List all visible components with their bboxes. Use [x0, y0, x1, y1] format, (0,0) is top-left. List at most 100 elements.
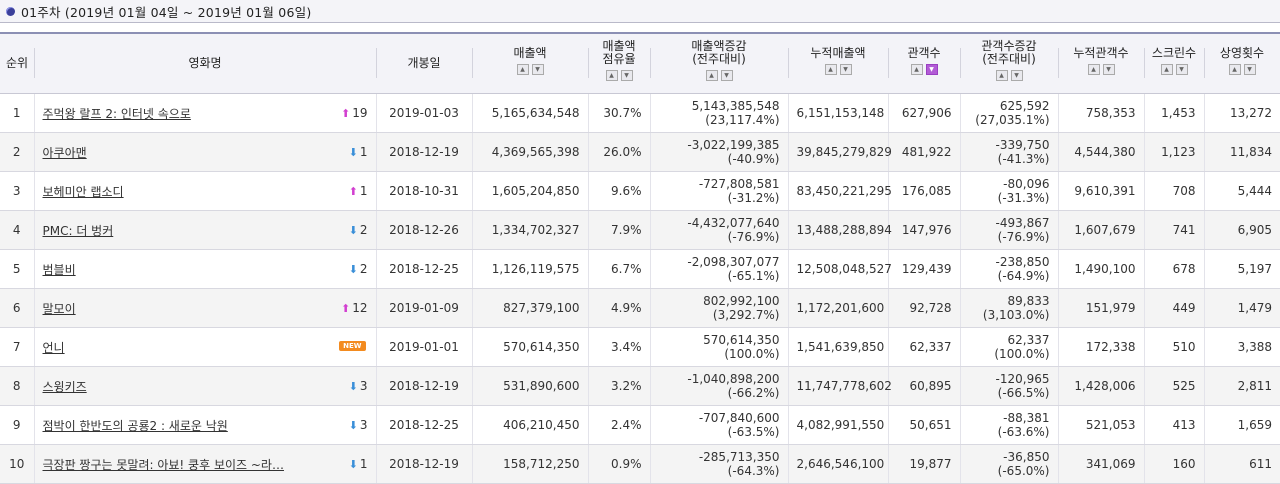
- shows-cell: 1,479: [1203, 288, 1280, 328]
- movie-cell: 아쿠아맨 ⬇ 1: [33, 132, 376, 172]
- movie-cell: PMC: 더 벙커 ⬇ 2: [33, 210, 376, 250]
- auddiff-cell: -493,867 (-76.9%): [959, 210, 1058, 250]
- cumaud-cell: 341,069: [1057, 444, 1144, 484]
- auddiff-value: -493,867: [995, 216, 1050, 230]
- sort-desc-icon[interactable]: ▼: [1010, 70, 1023, 81]
- cumaud-cell: 1,428,006: [1057, 366, 1144, 406]
- salesdiff-value: -707,840,600: [698, 411, 780, 425]
- audience-cell: 92,728: [887, 288, 960, 328]
- rank-cell: 7: [0, 327, 34, 367]
- rank-change: ⬇ 1: [349, 457, 368, 471]
- sort-desc-icon[interactable]: ▼: [1102, 64, 1115, 75]
- salesdiff-pct: (-63.5%): [727, 425, 780, 439]
- movie-link[interactable]: 언니: [42, 340, 65, 355]
- shows-cell: 5,197: [1203, 249, 1280, 289]
- sort-desc-icon[interactable]: ▼: [720, 70, 733, 81]
- header-cumaud: 누적관객수 ▲ ▼: [1058, 34, 1144, 94]
- movie-link[interactable]: 극장판 짱구는 못말려: 아뵤! 쿵후 보이즈 ~라…: [42, 457, 284, 472]
- movie-link[interactable]: PMC: 더 벙커: [42, 223, 114, 238]
- rank-change-value: 12: [352, 301, 368, 315]
- auddiff-pct: (-64.9%): [997, 269, 1050, 283]
- movie-link[interactable]: 아쿠아맨: [42, 145, 87, 160]
- sort-asc-icon[interactable]: ▲: [824, 64, 837, 75]
- screens-cell: 1,453: [1143, 93, 1204, 133]
- movie-link[interactable]: 말모이: [42, 301, 76, 316]
- rank-change-value: 1: [359, 184, 368, 198]
- auddiff-value: -80,096: [1003, 177, 1050, 191]
- sort-desc-icon[interactable]: ▼: [620, 70, 633, 81]
- auddiff-cell: -238,850 (-64.9%): [959, 249, 1058, 289]
- auddiff-value: -120,965: [995, 372, 1050, 386]
- sort-asc-icon[interactable]: ▲: [1160, 64, 1173, 75]
- sort-desc-icon[interactable]: ▼: [1243, 64, 1256, 75]
- week-title: 01주차 (2019년 01월 04일 ~ 2019년 01월 06일): [21, 4, 312, 20]
- release-cell: 2019-01-09: [375, 288, 472, 328]
- sort-desc-icon[interactable]: ▼: [1175, 64, 1188, 75]
- salesdiff-cell: 5,143,385,548 (23,117.4%): [649, 93, 788, 133]
- sort-asc-icon[interactable]: ▲: [910, 64, 923, 75]
- movie-cell: 범블비 ⬇ 2: [33, 249, 376, 289]
- shows-cell: 3,388: [1203, 327, 1280, 367]
- table-row: 5 범블비 ⬇ 2 2018-12-25 1,126,119,575 6.7% -2,098,…: [0, 249, 1280, 289]
- movie-link[interactable]: 스윙키즈: [42, 379, 87, 394]
- sort-desc-icon[interactable]: ▼: [531, 64, 544, 75]
- sort-asc-icon[interactable]: ▲: [605, 70, 618, 81]
- sort-desc-active-icon[interactable]: ▼: [925, 64, 938, 75]
- auddiff-cell: -88,381 (-63.6%): [959, 405, 1058, 445]
- salesdiff-value: -285,713,350: [698, 450, 780, 464]
- share-cell: 3.4%: [587, 327, 650, 367]
- cumaud-cell: 758,353: [1057, 93, 1144, 133]
- movie-link[interactable]: 보헤미안 랩소디: [42, 184, 124, 199]
- screens-cell: 413: [1143, 405, 1204, 445]
- share-cell: 26.0%: [587, 132, 650, 172]
- auddiff-value: 89,833: [1007, 294, 1050, 308]
- movie-link[interactable]: 점박이 한반도의 공룡2 : 새로운 낙원: [42, 418, 228, 433]
- audience-cell: 627,906: [887, 93, 960, 133]
- rank-change: ⬇ 1: [349, 145, 368, 159]
- audience-cell: 481,922: [887, 132, 960, 172]
- table-row: 1 주먹왕 랄프 2: 인터넷 속으로 ⬆ 19 2019-01-03 5,165,634…: [0, 93, 1280, 133]
- movie-cell: 점박이 한반도의 공룡2 : 새로운 낙원 ⬇ 3: [33, 405, 376, 445]
- rank-cell: 1: [0, 93, 34, 133]
- auddiff-pct: (-76.9%): [997, 230, 1050, 244]
- sort-asc-icon[interactable]: ▲: [516, 64, 529, 75]
- header-sep: [1144, 48, 1145, 78]
- salesdiff-pct: (-76.9%): [727, 230, 780, 244]
- sort-asc-icon[interactable]: ▲: [995, 70, 1008, 81]
- auddiff-value: -36,850: [1003, 450, 1050, 464]
- auddiff-cell: -339,750 (-41.3%): [959, 132, 1058, 172]
- share-cell: 7.9%: [587, 210, 650, 250]
- screens-cell: 678: [1143, 249, 1204, 289]
- sort-asc-icon[interactable]: ▲: [1228, 64, 1241, 75]
- shows-cell: 611: [1203, 444, 1280, 484]
- release-cell: 2018-12-19: [375, 444, 472, 484]
- auddiff-cell: -80,096 (-31.3%): [959, 171, 1058, 211]
- sort-asc-icon[interactable]: ▲: [1087, 64, 1100, 75]
- shows-cell: 2,811: [1203, 366, 1280, 406]
- release-cell: 2019-01-01: [375, 327, 472, 367]
- screens-cell: 160: [1143, 444, 1204, 484]
- movie-link[interactable]: 범블비: [42, 262, 76, 277]
- auddiff-value: 625,592: [999, 99, 1050, 113]
- sort-desc-icon[interactable]: ▼: [839, 64, 852, 75]
- rank-cell: 5: [0, 249, 34, 289]
- rank-change-value: 2: [359, 223, 368, 237]
- movie-link[interactable]: 주먹왕 랄프 2: 인터넷 속으로: [42, 106, 191, 121]
- header-shows: 상영횟수 ▲ ▼: [1204, 34, 1280, 94]
- rank-change-value: 2: [359, 262, 368, 276]
- bullet-icon: [6, 6, 15, 16]
- cumaud-cell: 9,610,391: [1057, 171, 1144, 211]
- sort-asc-icon[interactable]: ▲: [705, 70, 718, 81]
- salesdiff-value: -2,098,307,077: [687, 255, 780, 269]
- header-sep: [1058, 48, 1059, 78]
- audience-cell: 129,439: [887, 249, 960, 289]
- rank-change: ⬇ 3: [349, 418, 368, 432]
- auddiff-pct: (-66.5%): [997, 386, 1050, 400]
- rank-cell: 10: [0, 444, 34, 484]
- auddiff-value: 62,337: [1007, 333, 1050, 347]
- cumsales-cell: 1,541,639,850: [787, 327, 888, 367]
- screens-cell: 510: [1143, 327, 1204, 367]
- auddiff-cell: -36,850 (-65.0%): [959, 444, 1058, 484]
- rank-change: ⬇ 2: [349, 223, 368, 237]
- sales-cell: 4,369,565,398: [471, 132, 588, 172]
